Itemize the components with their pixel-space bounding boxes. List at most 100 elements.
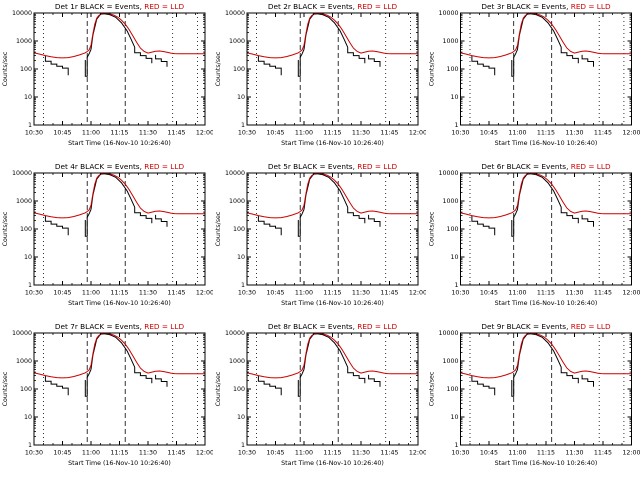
x-axis-label: Start Time (16-Nov-10 10:26:40) xyxy=(495,460,598,467)
x-axis-label: Start Time (16-Nov-10 10:26:40) xyxy=(68,140,171,147)
x-tick-label: 10:30 xyxy=(451,450,469,457)
lld-series xyxy=(460,13,632,59)
y-axis-label: Counts/sec xyxy=(429,211,436,246)
y-tick-label: 10 xyxy=(24,254,32,261)
x-tick-label: 12:00 xyxy=(196,450,213,457)
x-tick-label: 11:15 xyxy=(323,290,341,297)
events-series xyxy=(44,333,168,397)
x-tick-label: 11:45 xyxy=(167,130,185,137)
chart-panel-det-7r: Det 7r BLACK = Events, RED = LLD 10:30 10:… xyxy=(2,322,213,467)
y-tick-label: 10000 xyxy=(225,170,245,177)
x-tick-label: 12:00 xyxy=(196,130,213,137)
plot-frame xyxy=(460,332,632,446)
x-tick-label: 12:00 xyxy=(622,450,640,457)
x-tick-label: 12:00 xyxy=(409,130,426,137)
x-tick-label: 11:15 xyxy=(537,290,555,297)
plot-frame xyxy=(33,12,206,126)
x-axis-label: Start Time (16-Nov-10 10:26:40) xyxy=(281,300,384,307)
y-tick-label: 100 xyxy=(233,226,245,233)
y-tick-label: 10 xyxy=(237,254,245,261)
x-axis-label: Start Time (16-Nov-10 10:26:40) xyxy=(281,140,384,147)
x-tick-label: 11:45 xyxy=(594,450,612,457)
x-tick-label: 11:00 xyxy=(508,450,526,457)
x-tick-label: 12:00 xyxy=(409,290,426,297)
panel-title: Det 6r BLACK = Events, RED = LLD xyxy=(481,162,611,171)
y-tick-label: 1 xyxy=(241,122,245,129)
x-tick-label: 10:30 xyxy=(25,130,43,137)
y-tick-label: 10 xyxy=(450,414,458,421)
events-series xyxy=(471,173,594,237)
events-series xyxy=(44,13,168,77)
y-tick-label: 10 xyxy=(24,94,32,101)
events-series xyxy=(257,13,381,77)
y-axis-label: Counts/sec xyxy=(215,211,222,246)
y-tick-label: 1 xyxy=(454,442,458,449)
plot-frame xyxy=(460,12,632,126)
x-tick-label: 10:45 xyxy=(480,290,498,297)
y-tick-label: 10000 xyxy=(225,330,245,337)
x-tick-label: 11:30 xyxy=(565,130,583,137)
x-axis-label: Start Time (16-Nov-10 10:26:40) xyxy=(495,300,598,307)
x-tick-label: 10:45 xyxy=(480,130,498,137)
y-axis-label: Counts/sec xyxy=(215,51,222,86)
chart-panel-det-5r: Det 5r BLACK = Events, RED = LLD 10:30 10:… xyxy=(215,162,426,307)
plot-frame xyxy=(246,12,419,126)
events-series xyxy=(471,333,594,397)
x-tick-label: 11:15 xyxy=(323,130,341,137)
plot-frame xyxy=(33,172,206,286)
y-tick-label: 10 xyxy=(237,94,245,101)
y-tick-label: 10000 xyxy=(225,10,245,17)
y-axis-label: Counts/sec xyxy=(2,211,9,246)
x-tick-label: 11:15 xyxy=(537,130,555,137)
panel-title: Det 3r BLACK = Events, RED = LLD xyxy=(481,2,611,11)
x-tick-label: 11:00 xyxy=(82,290,100,297)
y-tick-label: 1000 xyxy=(16,38,32,45)
x-tick-label: 10:45 xyxy=(53,290,71,297)
y-tick-label: 1000 xyxy=(16,198,32,205)
y-tick-label: 1 xyxy=(454,122,458,129)
x-tick-label: 11:30 xyxy=(352,130,370,137)
panel-title: Det 4r BLACK = Events, RED = LLD xyxy=(55,162,185,171)
panel-title: Det 8r BLACK = Events, RED = LLD xyxy=(268,322,398,331)
lld-series xyxy=(247,333,418,379)
chart-panel-det-2r: Det 2r BLACK = Events, RED = LLD 10:30 10:… xyxy=(215,2,426,147)
y-tick-label: 10000 xyxy=(438,170,458,177)
chart-panel-det-8r: Det 8r BLACK = Events, RED = LLD 10:30 10:… xyxy=(215,322,426,467)
y-tick-label: 1 xyxy=(28,122,32,129)
events-series xyxy=(257,173,381,237)
panel-title: Det 7r BLACK = Events, RED = LLD xyxy=(55,322,185,331)
x-axis-label: Start Time (16-Nov-10 10:26:40) xyxy=(68,300,171,307)
y-tick-label: 100 xyxy=(20,226,32,233)
y-tick-label: 10 xyxy=(450,94,458,101)
plot-frame xyxy=(460,172,632,286)
x-tick-label: 11:00 xyxy=(295,450,313,457)
y-tick-label: 1000 xyxy=(442,198,458,205)
panel-title: Det 9r BLACK = Events, RED = LLD xyxy=(481,322,611,331)
y-tick-label: 1 xyxy=(28,282,32,289)
y-tick-label: 1 xyxy=(241,282,245,289)
panel-title: Det 1r BLACK = Events, RED = LLD xyxy=(55,2,185,11)
x-tick-label: 11:15 xyxy=(110,290,128,297)
plot-frame xyxy=(246,332,419,446)
x-tick-label: 11:15 xyxy=(537,450,555,457)
x-tick-label: 10:45 xyxy=(480,450,498,457)
x-axis-label: Start Time (16-Nov-10 10:26:40) xyxy=(68,460,171,467)
y-tick-label: 1 xyxy=(241,442,245,449)
events-series xyxy=(257,333,381,397)
events-series xyxy=(44,173,168,237)
lld-series xyxy=(247,13,418,59)
lld-series xyxy=(247,173,418,219)
lld-series xyxy=(34,333,205,379)
y-tick-label: 10000 xyxy=(12,330,32,337)
x-tick-label: 10:30 xyxy=(238,450,256,457)
lld-series xyxy=(34,173,205,219)
x-tick-label: 10:30 xyxy=(25,450,43,457)
panel-title: Det 5r BLACK = Events, RED = LLD xyxy=(268,162,398,171)
x-tick-label: 10:30 xyxy=(451,290,469,297)
x-tick-label: 11:15 xyxy=(110,130,128,137)
y-tick-label: 10 xyxy=(24,414,32,421)
y-tick-label: 1000 xyxy=(16,358,32,365)
x-axis-label: Start Time (16-Nov-10 10:26:40) xyxy=(495,140,598,147)
x-tick-label: 11:15 xyxy=(110,450,128,457)
